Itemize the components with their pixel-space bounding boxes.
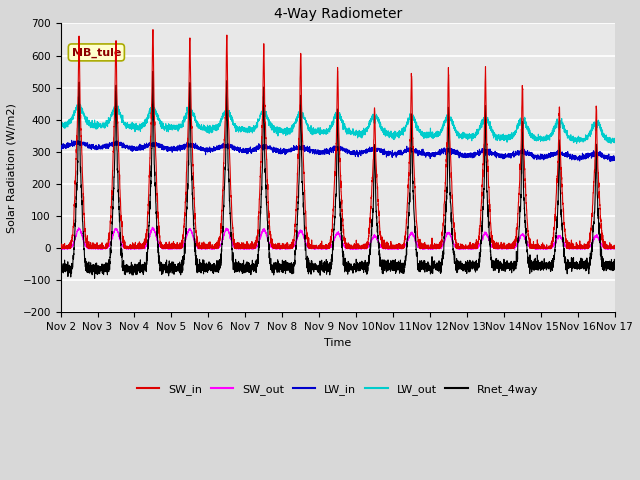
Y-axis label: Solar Radiation (W/m2): Solar Radiation (W/m2) bbox=[7, 103, 17, 233]
Title: 4-Way Radiometer: 4-Way Radiometer bbox=[273, 7, 402, 21]
Text: MB_tule: MB_tule bbox=[72, 47, 121, 58]
X-axis label: Time: Time bbox=[324, 337, 351, 348]
Legend: SW_in, SW_out, LW_in, LW_out, Rnet_4way: SW_in, SW_out, LW_in, LW_out, Rnet_4way bbox=[132, 379, 543, 399]
